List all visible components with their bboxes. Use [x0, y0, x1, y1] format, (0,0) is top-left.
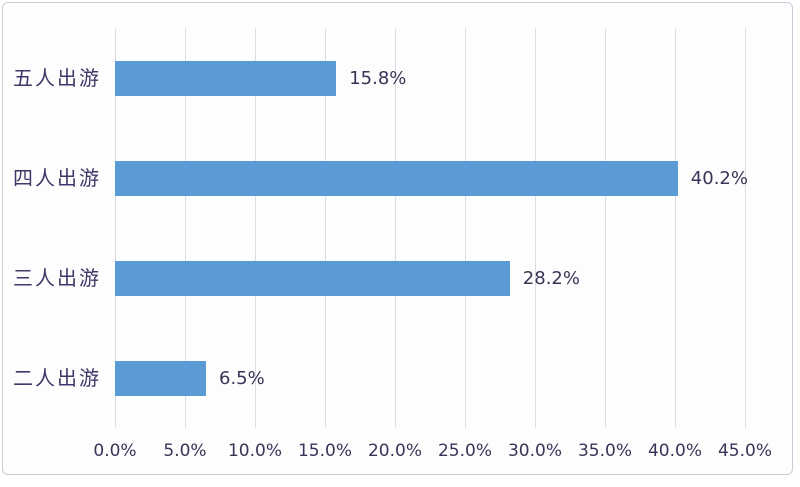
gridline [674, 28, 676, 428]
bar [115, 161, 678, 196]
gridline [115, 28, 116, 428]
bar [115, 261, 510, 296]
x-tick-label: 0.0% [93, 441, 137, 461]
gridline [254, 28, 256, 428]
value-label: 40.2% [690, 168, 748, 189]
gridline [465, 28, 466, 428]
category-label: 三人出游 [13, 266, 101, 290]
x-axis: 0.0% 5.0% 10.0% 15.0% 20.0% 25.0% 30.0% … [93, 428, 772, 468]
bar-row: 二人出游 6.5% [13, 328, 745, 428]
bar [115, 61, 337, 96]
bar-chart: 五人出游 15.8% 四人出游 40.2% 三人出游 28.2% 二人出游 6.… [2, 2, 793, 475]
category-label: 四人出游 [13, 166, 101, 190]
value-label: 15.8% [349, 68, 407, 89]
gridline [184, 28, 186, 428]
gridline [605, 28, 606, 428]
x-tick-label: 30.0% [507, 441, 563, 461]
bar-row: 三人出游 28.2% [13, 228, 745, 328]
bar-row: 四人出游 40.2% [13, 128, 748, 228]
gridline [325, 28, 326, 428]
plot-area: 五人出游 15.8% 四人出游 40.2% 三人出游 28.2% 二人出游 6.… [13, 28, 748, 428]
x-tick-label: 10.0% [227, 441, 282, 461]
gridline [535, 28, 536, 428]
x-tick-label: 20.0% [367, 441, 422, 461]
x-tick-label: 45.0% [717, 441, 773, 461]
gridline [745, 28, 746, 428]
x-tick-label: 5.0% [163, 441, 207, 461]
x-tick-label: 15.0% [297, 441, 353, 461]
value-label: 28.2% [522, 268, 580, 289]
category-label: 二人出游 [13, 366, 101, 390]
bar-row: 五人出游 15.8% [13, 28, 745, 128]
category-label: 五人出游 [13, 66, 101, 90]
x-tick-label: 25.0% [437, 441, 493, 461]
x-tick-label: 40.0% [647, 441, 702, 461]
value-label: 6.5% [219, 368, 265, 389]
bar [115, 361, 206, 396]
x-tick-label: 35.0% [577, 441, 633, 461]
gridline [394, 28, 396, 428]
